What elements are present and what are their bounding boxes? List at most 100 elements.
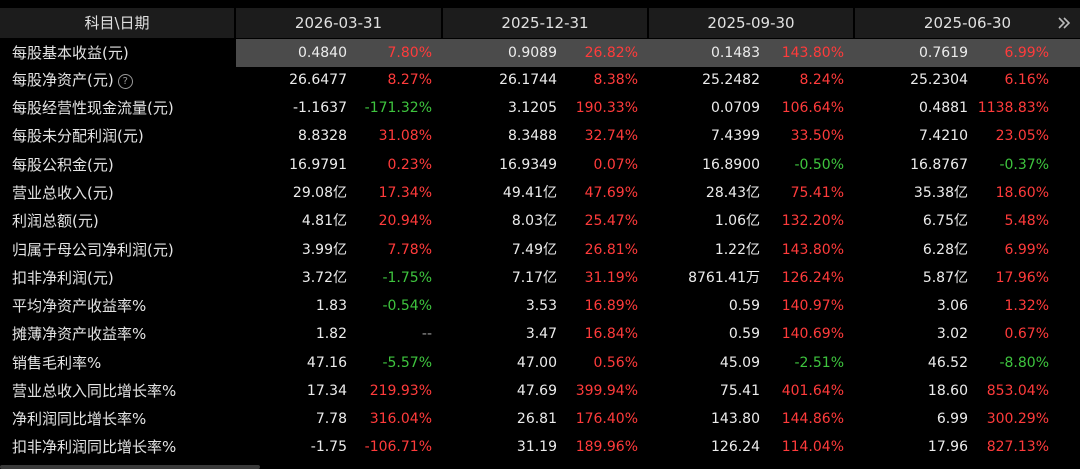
header-date-4-label[interactable]: 2025-06-30 — [923, 14, 1012, 32]
header-date-1[interactable]: 2026-03-31 — [236, 8, 441, 38]
cell-change-percent: 1.32% — [1004, 298, 1049, 314]
table-row[interactable]: 利润总额(元) 4.81亿 20.94% 8.03亿 25.47% 1.06亿 132.20… — [0, 207, 1080, 235]
cell-change-percent: 140.97% — [781, 298, 844, 314]
cell-value: 17.34 — [306, 383, 347, 399]
cell-change-percent: 300.29% — [986, 411, 1049, 427]
row-label-text: 扣非净利润同比增长率% — [12, 438, 177, 456]
cell-value: 0.9089 — [508, 45, 557, 61]
cell-value: 47.69 — [516, 383, 557, 399]
table-row[interactable]: 每股净资产(元)? 26.6477 8.27% 26.1744 8.38% 25.2482… — [0, 66, 1080, 94]
cell-change-percent: 31.08% — [378, 128, 432, 144]
table-header: 科目\日期 2026-03-31 2025-12-31 2025-09-30 2… — [0, 8, 1080, 38]
table-row[interactable]: 每股经营性现金流量(元) -1.1637 -171.32% 3.1205 190.33%… — [0, 94, 1080, 122]
cell-change-percent: 143.80% — [781, 45, 844, 61]
cell-value: 8.8328 — [298, 128, 347, 144]
cell-change-percent: 18.60% — [995, 185, 1049, 201]
cell-value: 7.49亿 — [511, 242, 557, 258]
cell-value: 0.4840 — [298, 45, 347, 61]
cell-change-percent: 126.24% — [781, 270, 844, 286]
table-row[interactable]: 平均净资产收益率% 1.83 -0.54% 3.53 16.89% 0.59 140.97%… — [0, 292, 1080, 320]
table-row[interactable]: 每股公积金(元) 16.9791 0.23% 16.9349 0.07% 16.8900 -… — [0, 151, 1080, 179]
cell-value: 1.83 — [315, 298, 347, 314]
cell-change-percent: -106.71% — [364, 439, 432, 455]
cell-value: -1.1637 — [292, 100, 347, 116]
cell-value: 26.81 — [516, 411, 557, 427]
cell-change-percent: 176.40% — [575, 411, 638, 427]
cell-change-percent: 189.96% — [575, 439, 638, 455]
row-label: 摊薄净资产收益率% — [12, 320, 146, 348]
cell-value: 1.22亿 — [714, 242, 760, 258]
cell-value: 6.99 — [936, 411, 968, 427]
cell-value: 7.4399 — [711, 128, 760, 144]
cell-value: 46.52 — [927, 355, 968, 371]
cell-value: 0.59 — [728, 298, 760, 314]
cell-change-percent: 33.50% — [790, 128, 844, 144]
cell-change-percent: 853.04% — [986, 383, 1049, 399]
row-label: 每股经营性现金流量(元) — [12, 94, 174, 122]
cell-change-percent: 827.13% — [986, 439, 1049, 455]
cell-change-percent: -0.50% — [794, 157, 844, 173]
table-row[interactable]: 营业总收入(元) 29.08亿 17.34% 49.41亿 47.69% 28.43亿 75… — [0, 179, 1080, 207]
row-label: 归属于母公司净利润(元) — [12, 236, 174, 264]
row-label-text: 归属于母公司净利润(元) — [12, 241, 174, 259]
table-row[interactable]: 净利润同比增长率% 7.78 316.04% 26.81 176.40% 143.80 14… — [0, 405, 1080, 433]
cell-change-percent: 132.20% — [781, 213, 844, 229]
cell-value: 75.41 — [719, 383, 760, 399]
cell-change-percent: 140.69% — [781, 326, 844, 342]
cell-change-percent: 16.89% — [584, 298, 638, 314]
cell-change-percent: -0.37% — [999, 157, 1049, 173]
cell-value: 6.75亿 — [922, 213, 968, 229]
cell-change-percent: 114.04% — [781, 439, 844, 455]
cell-value: 3.72亿 — [301, 270, 347, 286]
table-row[interactable]: 每股未分配利润(元) 8.8328 31.08% 8.3488 32.74% 7.4399… — [0, 122, 1080, 150]
cell-value: 8.03亿 — [511, 213, 557, 229]
cell-change-percent: 25.47% — [584, 213, 638, 229]
table-row[interactable]: 每股基本收益(元) 0.4840 7.80% 0.9089 26.82% 0.1483 14… — [0, 39, 1080, 67]
header-date-3[interactable]: 2025-09-30 — [649, 8, 853, 38]
cell-value: 3.53 — [525, 298, 557, 314]
cell-change-percent: 219.93% — [369, 383, 432, 399]
row-label-text: 每股净资产(元) — [12, 71, 114, 89]
cell-change-percent: 8.38% — [593, 72, 638, 88]
cell-value: 29.08亿 — [292, 185, 347, 201]
cell-value: 47.16 — [306, 355, 347, 371]
row-label: 营业总收入(元) — [12, 179, 114, 207]
cell-value: 47.00 — [516, 355, 557, 371]
table-row[interactable]: 摊薄净资产收益率% 1.82 -- 3.47 16.84% 0.59 140.69% 3.02… — [0, 320, 1080, 348]
cell-change-percent: -8.80% — [999, 355, 1049, 371]
cell-change-percent: 6.16% — [1004, 72, 1049, 88]
table-row[interactable]: 归属于母公司净利润(元) 3.99亿 7.78% 7.49亿 26.81% 1.22亿 14… — [0, 236, 1080, 264]
cell-value: 5.87亿 — [922, 270, 968, 286]
cell-value: 143.80 — [711, 411, 760, 427]
cell-value: 7.78 — [315, 411, 347, 427]
row-highlight — [236, 39, 1080, 67]
cell-change-percent: 17.34% — [378, 185, 432, 201]
header-date-2[interactable]: 2025-12-31 — [443, 8, 647, 38]
cell-value: 126.24 — [711, 439, 760, 455]
table-row[interactable]: 扣非净利润(元) 3.72亿 -1.75% 7.17亿 31.19% 8761.41万 12… — [0, 264, 1080, 292]
cell-value: 3.47 — [525, 326, 557, 342]
row-label-text: 每股公积金(元) — [12, 156, 114, 174]
cell-change-percent: 401.64% — [781, 383, 844, 399]
horizontal-scrollbar[interactable] — [0, 465, 260, 469]
cell-value: 26.1744 — [499, 72, 557, 88]
double-chevron-right-icon[interactable] — [1056, 15, 1072, 31]
table-row[interactable]: 销售毛利率% 47.16 -5.57% 47.00 0.56% 45.09 -2.51% 46… — [0, 349, 1080, 377]
cell-value: 0.1483 — [711, 45, 760, 61]
table-row[interactable]: 扣非净利润同比增长率% -1.75 -106.71% 31.19 189.96% 126.… — [0, 433, 1080, 461]
table-row[interactable]: 营业总收入同比增长率% 17.34 219.93% 47.69 399.94% 75.41… — [0, 377, 1080, 405]
cell-value: 0.0709 — [711, 100, 760, 116]
cell-value: 17.96 — [927, 439, 968, 455]
row-label-text: 每股经营性现金流量(元) — [12, 99, 174, 117]
cell-value: 45.09 — [719, 355, 760, 371]
cell-change-percent: 0.23% — [387, 157, 432, 173]
cell-value: 16.9349 — [499, 157, 557, 173]
cell-value: 3.99亿 — [301, 242, 347, 258]
question-circle-icon[interactable]: ? — [117, 74, 133, 89]
cell-value: 31.19 — [516, 439, 557, 455]
cell-value: 6.28亿 — [922, 242, 968, 258]
cell-change-percent: 5.48% — [1004, 213, 1049, 229]
cell-value: 16.9791 — [289, 157, 347, 173]
cell-value: 1.06亿 — [714, 213, 760, 229]
